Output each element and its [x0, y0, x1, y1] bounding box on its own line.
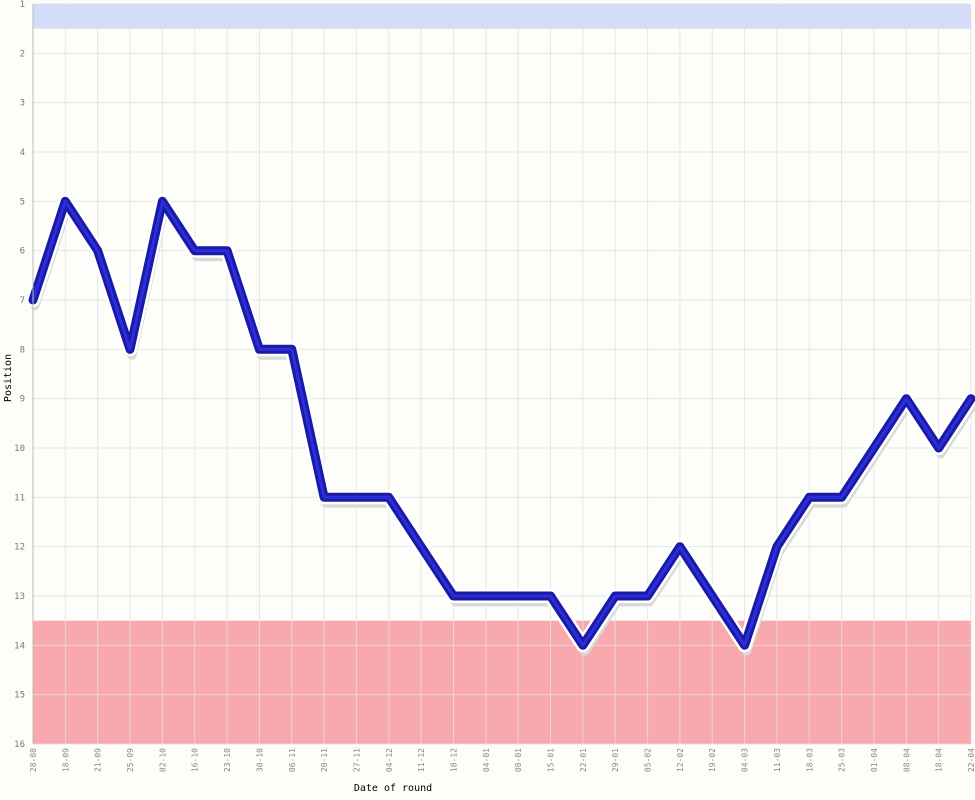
band-1 — [33, 620, 971, 744]
data-point — [614, 595, 616, 597]
y-tick-label: 14 — [14, 641, 25, 651]
data-point — [485, 595, 487, 597]
data-point — [841, 496, 843, 498]
data-point — [291, 348, 293, 350]
x-tick-label: 23-10 — [223, 748, 232, 772]
data-point — [711, 595, 713, 597]
y-tick-label: 5 — [20, 197, 25, 207]
x-tick-labels: 28-08 18-09 21-09 25-09 02-10 16-10 23-10 30-10… — [29, 748, 975, 772]
data-point — [776, 546, 778, 548]
data-point — [647, 595, 649, 597]
y-tick-label: 1 — [20, 0, 25, 10]
y-tick-label: 13 — [14, 592, 25, 602]
data-point — [808, 496, 810, 498]
data-point — [355, 496, 357, 498]
data-point — [323, 496, 325, 498]
x-tick-label: 18-03 — [805, 748, 814, 772]
data-point — [97, 250, 99, 252]
x-tick-label: 11-03 — [773, 748, 782, 772]
x-tick-label: 15-01 — [547, 748, 556, 772]
x-tick-label: 16-10 — [191, 748, 200, 772]
data-point — [161, 200, 163, 202]
x-tick-label: 11-12 — [417, 748, 426, 772]
x-tick-label: 08-04 — [902, 748, 911, 772]
x-axis-label: Date of round — [354, 783, 432, 794]
series-line-inner — [31, 199, 973, 647]
x-tick-label: 27-11 — [352, 748, 361, 772]
x-tick-label: 08-01 — [514, 748, 523, 772]
x-tick-label: 18-09 — [61, 748, 70, 772]
x-tick-label: 04-01 — [482, 748, 491, 772]
y-tick-label: 12 — [14, 543, 25, 553]
data-point — [420, 546, 422, 548]
position-bands — [33, 4, 971, 744]
y-axis-label: Position — [3, 354, 14, 402]
data-point — [226, 250, 228, 252]
data-point — [194, 250, 196, 252]
data-point — [679, 546, 681, 548]
y-tick-label: 15 — [14, 691, 25, 701]
x-tick-label: 06-11 — [288, 748, 297, 772]
data-point — [129, 348, 131, 350]
x-tick-label: 25-09 — [126, 748, 135, 772]
gridlines — [32, 3, 972, 745]
data-point — [905, 398, 907, 400]
y-tick-label: 7 — [20, 296, 25, 306]
band-0 — [33, 4, 971, 29]
data-point — [550, 595, 552, 597]
data-point — [970, 398, 972, 400]
x-tick-label: 21-09 — [94, 748, 103, 772]
data-point — [452, 595, 454, 597]
y-tick-label: 3 — [20, 99, 25, 109]
data-point — [64, 200, 66, 202]
data-point — [873, 447, 875, 449]
y-tick-label: 11 — [14, 493, 25, 503]
x-tick-label: 30-10 — [255, 748, 264, 772]
x-tick-label: 04-12 — [385, 748, 394, 772]
data-point — [517, 595, 519, 597]
y-tick-label: 9 — [20, 395, 25, 405]
x-tick-label: 22-04 — [967, 748, 975, 772]
series-line — [26, 194, 975, 653]
x-tick-label: 22-01 — [579, 748, 588, 772]
x-tick-label: 20-11 — [320, 748, 329, 772]
data-point — [258, 348, 260, 350]
x-tick-label: 18-12 — [450, 748, 459, 772]
y-tick-label: 6 — [20, 247, 25, 257]
x-tick-label: 25-03 — [838, 748, 847, 772]
x-tick-label: 19-02 — [708, 748, 717, 772]
data-point — [938, 447, 940, 449]
x-tick-label: 01-04 — [870, 748, 879, 772]
x-tick-label: 29-01 — [611, 748, 620, 772]
y-tick-label: 4 — [20, 148, 25, 158]
x-tick-label: 04-03 — [741, 748, 750, 772]
y-tick-label: 8 — [20, 345, 25, 355]
y-tick-label: 16 — [14, 740, 25, 750]
x-tick-label: 12-02 — [676, 748, 685, 772]
data-point — [388, 496, 390, 498]
x-tick-label: 05-02 — [644, 748, 653, 772]
y-tick-label: 2 — [20, 49, 25, 59]
data-point — [582, 644, 584, 646]
x-tick-label: 28-08 — [29, 748, 38, 772]
x-tick-label: 18-04 — [935, 748, 944, 772]
data-point — [744, 644, 746, 646]
x-tick-label: 02-10 — [158, 748, 167, 772]
y-tick-label: 10 — [14, 444, 25, 454]
